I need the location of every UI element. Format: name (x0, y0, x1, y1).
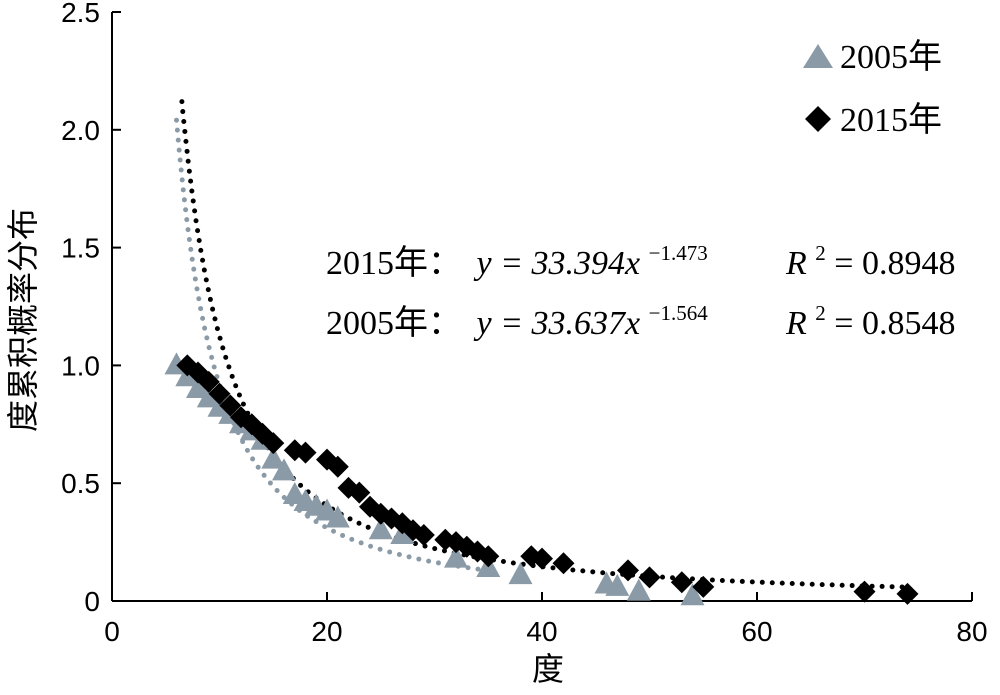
point-2015 (692, 575, 715, 598)
y-tick-label: 1.5 (61, 233, 100, 264)
fit-curve-2005 (174, 117, 490, 573)
point-2005 (325, 505, 350, 528)
point-2005 (605, 573, 630, 596)
y-tick-label: 1.0 (61, 350, 100, 381)
y-tick-label: 0.5 (61, 468, 100, 499)
r2-2015-value: = 0.8948 (834, 245, 955, 282)
point-2015 (197, 370, 220, 393)
r2-2005: R 2 = 0.8548 (785, 291, 955, 342)
equation-2005: 2005年： y = 33.637x −1.564 (326, 301, 708, 342)
point-2015 (348, 481, 371, 504)
x-axis-title: 度 (532, 650, 564, 688)
equation-2015-label: 2015年： (326, 244, 462, 282)
equation-2005-formula: y = 33.637x (474, 305, 641, 342)
point-2005 (444, 545, 468, 568)
equation-2015: 2015年： y = 33.394x −1.473 (326, 241, 708, 282)
r2-2015: R 2 = 0.8948 (785, 231, 955, 282)
point-2015 (208, 382, 231, 405)
point-2005 (626, 578, 651, 601)
y-tick-label: 2.0 (61, 115, 100, 146)
x-tick-label: 80 (956, 616, 987, 647)
r2-2015-sup: 2 (815, 241, 826, 265)
ticks (111, 11, 973, 602)
legend-2005-label: 2005年 (840, 38, 942, 76)
point-2015 (412, 524, 435, 546)
point-2015 (617, 559, 639, 582)
point-2015 (853, 580, 876, 603)
r2-2005-r: R (785, 305, 807, 342)
point-2005 (368, 517, 393, 540)
x-tick-label: 0 (104, 616, 120, 647)
fit-curve-2015 (179, 99, 909, 590)
r2-2005-sup: 2 (815, 301, 826, 325)
legend: 2005年 2015年 (803, 38, 942, 139)
point-2015 (219, 394, 242, 417)
y-axis-title: 度累积概率分布 (4, 208, 42, 432)
point-2015 (896, 582, 919, 605)
point-2015 (670, 571, 693, 594)
legend-2005-triangle-icon (803, 44, 833, 68)
point-2005 (680, 583, 705, 606)
equation-annotations: 2015年： y = 33.394x −1.473 R 2 = 0.8948 2… (326, 231, 955, 342)
data-markers (164, 352, 919, 606)
y-tick-label: 2.5 (61, 0, 100, 28)
point-2005 (186, 376, 210, 398)
legend-2015-diamond-icon (805, 106, 831, 132)
point-2015 (477, 545, 500, 568)
fit-curves (174, 99, 909, 590)
legend-2015-label: 2015年 (840, 101, 942, 139)
equation-2005-exponent: −1.564 (649, 301, 709, 325)
point-2005 (196, 385, 221, 408)
r2-2015-r: R (785, 245, 807, 282)
point-2015 (531, 547, 553, 570)
point-2005 (272, 458, 296, 481)
x-tick-label: 20 (311, 616, 342, 647)
point-2015 (262, 432, 285, 455)
point-2005 (508, 562, 533, 585)
point-2015 (326, 455, 349, 478)
tick-labels: 0 20 40 60 80 0 0.5 1.0 1.5 2.0 2.5 (61, 0, 988, 647)
point-2015 (552, 552, 575, 575)
point-2015 (638, 566, 661, 589)
y-tick-label: 0 (84, 586, 100, 617)
point-2015 (294, 441, 317, 464)
r2-2005-value: = 0.8548 (834, 305, 955, 342)
x-tick-label: 60 (741, 616, 772, 647)
equation-2015-exponent: −1.473 (649, 241, 708, 265)
point-2005 (261, 446, 286, 469)
x-tick-label: 40 (526, 616, 557, 647)
equation-2015-formula: y = 33.394x (474, 245, 641, 282)
equation-2005-label: 2005年： (326, 304, 462, 342)
